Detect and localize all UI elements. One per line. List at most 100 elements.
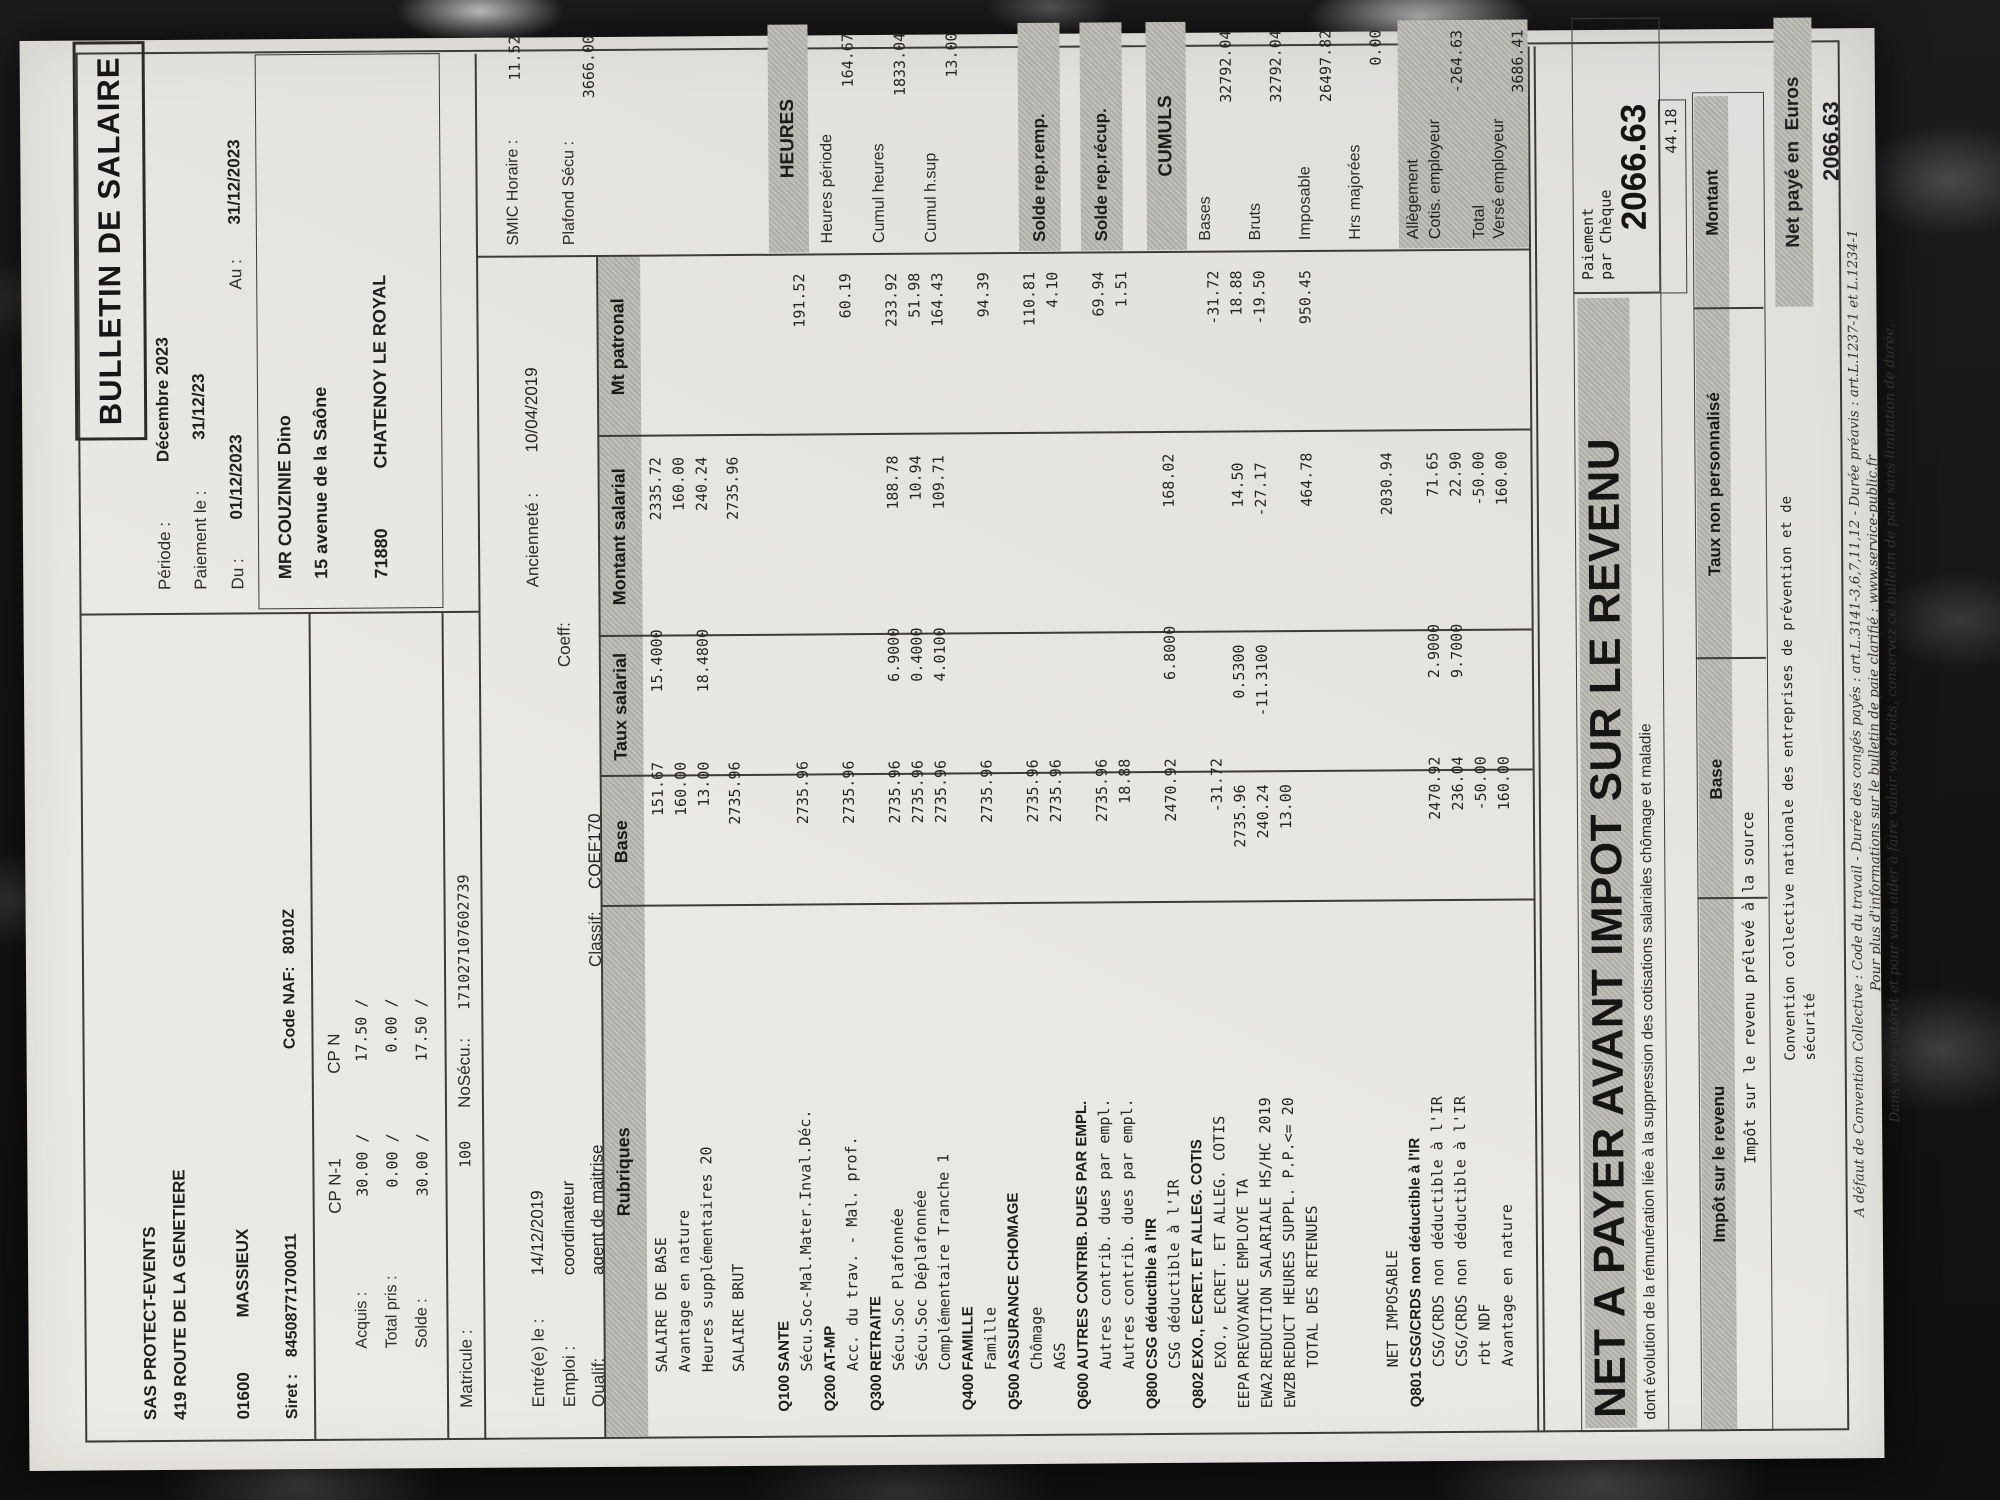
- cp-col1-header: CP N-1: [325, 1158, 345, 1214]
- row-base: [815, 775, 839, 905]
- col-header-montant-salarial: Montant salarial: [608, 468, 630, 606]
- row-base: [1183, 773, 1207, 903]
- paiement-value: 31/12/23: [188, 373, 209, 440]
- cp-row-n: 0.00 /: [382, 998, 401, 1053]
- row-taux: 18.4800: [693, 628, 713, 693]
- table-spacer: [1317, 252, 1382, 1432]
- row-pat: -19.50: [1250, 270, 1269, 325]
- panel-item-label: Heures période: [818, 133, 836, 244]
- heures-band: HEURES: [767, 24, 810, 253]
- row-sal: 160.00: [1492, 451, 1511, 506]
- row-pat: [1156, 253, 1180, 424]
- row-taux: [1136, 633, 1160, 773]
- cumuls-title: CUMULS: [1154, 95, 1177, 177]
- row-pat: [1179, 253, 1203, 433]
- cotis-employeur-label: Cotis. employeur: [1426, 119, 1444, 240]
- row-base: 236.04: [1448, 756, 1467, 811]
- naf-value: 8010Z: [280, 908, 298, 955]
- row-label: Avantage en nature: [1497, 1204, 1517, 1367]
- row-taux: [1274, 632, 1298, 772]
- row-base: 13.00: [1276, 784, 1296, 830]
- verse-employeur-value: 3686.41: [1508, 29, 1527, 93]
- panel-item-label: Imposable: [1296, 166, 1314, 241]
- cp-row-n: 17.50 /: [412, 998, 431, 1062]
- row-sal: 168.02: [1159, 453, 1178, 508]
- row-code: Q400: [959, 1373, 978, 1411]
- net-banner-band: NET A PAYER AVANT IMPOT SUR LE REVENU: [1577, 297, 1638, 1429]
- row-sal: 188.78: [883, 455, 902, 510]
- solde-remp-label: Solde rep.remp.: [1029, 113, 1049, 242]
- row-pat: [995, 254, 1019, 434]
- row-code: Q300: [867, 1374, 886, 1412]
- row-taux: [1182, 633, 1206, 773]
- periode-value: Décembre 2023: [152, 337, 173, 463]
- row-taux: [1400, 631, 1424, 771]
- row-code: Q500: [1005, 1373, 1024, 1411]
- pay-lines: SALAIRE DE BASE 151.67 15.4000 2335.72 Avant…: [643, 250, 1535, 1436]
- panel-item-label: Hrs majorées: [1346, 144, 1364, 240]
- company-address: 419 ROUTE DE LA GENETIERE: [169, 1169, 191, 1420]
- row-base: 2735.96: [725, 761, 745, 825]
- anciennete-label: Ancienneté :: [522, 492, 543, 588]
- tax-headers: Impôt sur le revenu Base Taux non personna…: [20, 41, 1728, 1471]
- row-base: 2735.96: [977, 759, 997, 823]
- panel-item-label: Cumul h.sup: [922, 152, 940, 243]
- row-label: TOTAL DES RETENUES: [1302, 1205, 1322, 1369]
- row-pat: [1397, 251, 1421, 431]
- emploi-label: Emploi :: [559, 1345, 580, 1408]
- cumuls-items: Bases 32792.04 Bruts 32792.04 Imposable 26497…: [20, 29, 1385, 1471]
- row-base: -50.00: [1471, 756, 1490, 811]
- row-sal: 160.00: [669, 456, 688, 512]
- employee-city: CHATENOY LE ROYAL: [369, 274, 391, 469]
- row-sal: [1398, 431, 1422, 631]
- row-taux: [1297, 613, 1321, 746]
- row-taux: [975, 615, 999, 748]
- tax-row-label: Impôt sur le revenu prélevé à la source: [1738, 811, 1760, 1164]
- row-code: Q200: [821, 1374, 840, 1412]
- row-taux: 0.5300: [1229, 644, 1249, 699]
- convention-line2: sécurité: [1802, 993, 1819, 1061]
- net-paid-band: Net payé en Euros: [1773, 17, 1814, 307]
- row-code: Q801: [1407, 1370, 1426, 1408]
- col-header-base: Base: [610, 820, 632, 864]
- entre-label: Entré(e) le :: [528, 1318, 549, 1408]
- solde-recup-band: Solde rep.récup.: [1079, 22, 1124, 251]
- cp-row-n1: 30.00 /: [353, 1133, 372, 1197]
- row-pat: [1489, 251, 1513, 422]
- row-base: 240.24: [1253, 784, 1273, 839]
- row-base: 2735.96: [908, 760, 928, 824]
- row-base: [1068, 774, 1092, 904]
- row-sal: [996, 434, 1020, 634]
- row-pat: [857, 255, 881, 435]
- row-pat: [949, 254, 973, 434]
- row-taux: 9.7000: [1447, 623, 1467, 679]
- row-sal: -50.00: [1469, 451, 1488, 506]
- row-pat: 233.92: [882, 272, 901, 328]
- panel-item-label: Cumul heures: [870, 143, 888, 244]
- row-sal: [1180, 433, 1204, 633]
- du-value: 01/12/2023: [226, 434, 246, 520]
- row-sal: [973, 425, 997, 615]
- row-taux: [1492, 611, 1516, 744]
- row-code: Q600: [1074, 1372, 1093, 1410]
- row-taux: [723, 617, 747, 750]
- row-taux: [1090, 614, 1114, 747]
- row-base: [953, 774, 977, 904]
- row-taux: [1377, 612, 1401, 745]
- row-base: 13.00: [694, 761, 713, 807]
- employee-zip: 71880: [370, 528, 392, 579]
- entre-value: 14/12/2019: [527, 1190, 548, 1276]
- row-code: EWA2: [1257, 1372, 1277, 1409]
- row-base: [861, 775, 885, 905]
- row-pat: [720, 256, 744, 427]
- row-sal: [1088, 424, 1112, 614]
- payslip-document: BULLETIN DE SALAIRE SAS PROTECT-EVENTS 4…: [19, 17, 1903, 1471]
- tax-col-header: Montant: [1702, 169, 1722, 236]
- row-sal: [1019, 424, 1043, 614]
- row-sal: 109.71: [929, 455, 948, 510]
- col-header-taux-salarial: Taux salarial: [609, 652, 631, 761]
- row-code: Q800: [1143, 1372, 1162, 1410]
- tax-col-header: Impôt sur le revenu: [1708, 1085, 1729, 1243]
- row-pat: [1443, 251, 1467, 422]
- cp-row-label: Acquis :: [353, 1291, 371, 1349]
